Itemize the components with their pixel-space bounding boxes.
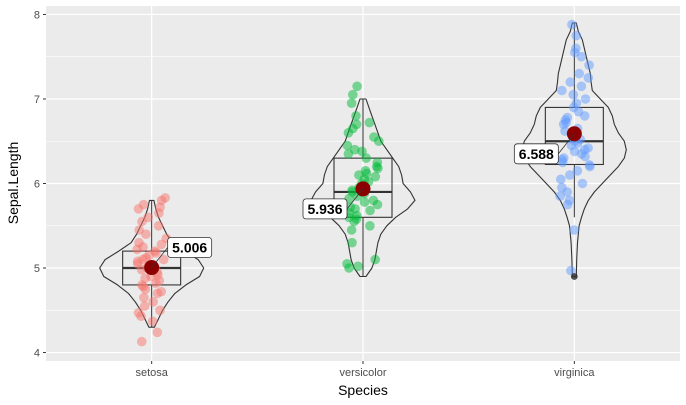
- data-point-versicolor: [342, 259, 352, 269]
- data-point-versicolor: [364, 117, 375, 128]
- data-point-virginica: [558, 153, 569, 163]
- data-point-versicolor: [360, 166, 371, 176]
- data-point-setosa: [155, 305, 165, 316]
- label-layer: 5.006 5.936 6.588: [151, 133, 575, 268]
- data-point-virginica: [577, 178, 588, 189]
- data-point-setosa: [156, 286, 166, 297]
- data-point-virginica: [566, 265, 576, 276]
- data-point-versicolor: [372, 157, 383, 168]
- data-point-virginica: [572, 166, 583, 176]
- data-point-setosa: [160, 193, 170, 203]
- y-tick-label: 4: [34, 348, 40, 360]
- y-tick-label: 7: [34, 94, 40, 106]
- data-point-setosa: [147, 316, 158, 327]
- data-point-setosa: [134, 237, 144, 248]
- data-point-virginica: [584, 160, 595, 170]
- data-point-setosa: [158, 254, 169, 265]
- data-point-versicolor: [347, 237, 357, 248]
- data-point-versicolor: [353, 261, 363, 272]
- data-point-versicolor: [351, 111, 361, 121]
- mean-label-box-setosa: [167, 237, 213, 258]
- data-point-setosa: [133, 308, 144, 318]
- data-point-setosa: [134, 225, 144, 235]
- data-point-virginica: [571, 30, 582, 41]
- x-tick-label: versicolor: [339, 367, 386, 379]
- mean-label-box-virginica: [513, 143, 559, 165]
- data-point-virginica: [576, 81, 587, 92]
- data-point-virginica: [557, 182, 567, 193]
- data-point-setosa: [152, 327, 163, 338]
- data-point-setosa: [138, 199, 149, 210]
- data-point-virginica: [571, 98, 582, 108]
- data-point-virginica: [564, 195, 575, 206]
- data-point-versicolor: [365, 205, 375, 216]
- mean-label-virginica: 6.588: [519, 146, 554, 162]
- data-point-versicolor: [357, 146, 367, 157]
- data-point-versicolor: [365, 221, 375, 231]
- data-point-versicolor: [368, 195, 379, 206]
- mean-leader-virginica: [558, 133, 575, 155]
- data-point-virginica: [565, 77, 576, 87]
- y-tick-label: 6: [34, 179, 40, 191]
- data-point-versicolor: [352, 81, 362, 92]
- y-axis-title: Sepal.Length: [5, 142, 21, 225]
- violin-setosa: [99, 199, 205, 328]
- data-point-setosa: [153, 221, 164, 231]
- data-point-setosa: [148, 297, 158, 307]
- data-point-versicolor: [359, 197, 370, 207]
- data-point-setosa: [143, 212, 153, 223]
- x-tick-label: virginica: [554, 367, 595, 379]
- data-point-virginica: [568, 89, 579, 100]
- data-point-setosa: [137, 336, 147, 347]
- data-point-virginica: [557, 85, 567, 96]
- data-point-virginica: [556, 174, 566, 185]
- data-point-virginica: [574, 68, 584, 79]
- data-point-setosa: [138, 254, 148, 265]
- mean-label-versicolor: 5.936: [307, 201, 342, 217]
- data-point-versicolor: [345, 202, 356, 212]
- y-tick-label: 8: [34, 9, 40, 21]
- mean-leader-versicolor: [346, 188, 364, 210]
- data-point-setosa: [136, 264, 147, 275]
- mean-leader-setosa: [151, 247, 168, 268]
- data-point-setosa: [139, 292, 149, 303]
- data-point-virginica: [571, 43, 581, 54]
- data-point-versicolor: [351, 119, 362, 130]
- data-point-versicolor: [346, 225, 357, 235]
- data-point-versicolor: [348, 89, 358, 100]
- data-point-virginica: [584, 60, 594, 70]
- y-tick-label: 5: [34, 263, 40, 275]
- data-point-versicolor: [346, 98, 357, 108]
- mean-label-box-versicolor: [302, 198, 348, 220]
- axis-layer: 4 5 6 7 8 setosa versicolor virginica: [34, 9, 596, 379]
- data-point-virginica: [567, 19, 577, 30]
- mean-label-setosa: 5.006: [172, 240, 207, 256]
- violin-versicolor: [310, 98, 416, 278]
- data-point-virginica: [565, 170, 575, 180]
- data-point-virginica: [583, 73, 594, 83]
- data-point-versicolor: [342, 140, 353, 151]
- data-point-setosa: [150, 246, 160, 256]
- data-point-versicolor: [369, 132, 379, 142]
- data-point-setosa: [139, 301, 150, 311]
- data-point-virginica: [583, 143, 593, 153]
- x-tick-label: setosa: [135, 367, 168, 379]
- data-point-virginica: [562, 112, 573, 123]
- data-point-virginica: [555, 191, 565, 201]
- data-point-virginica: [580, 94, 591, 104]
- data-point-versicolor: [350, 144, 360, 155]
- outlier-point-virginica: [570, 273, 578, 280]
- x-axis-title: Species: [338, 382, 388, 398]
- data-point-versicolor: [370, 254, 381, 265]
- data-point-virginica: [569, 225, 579, 235]
- data-point-versicolor: [370, 171, 381, 182]
